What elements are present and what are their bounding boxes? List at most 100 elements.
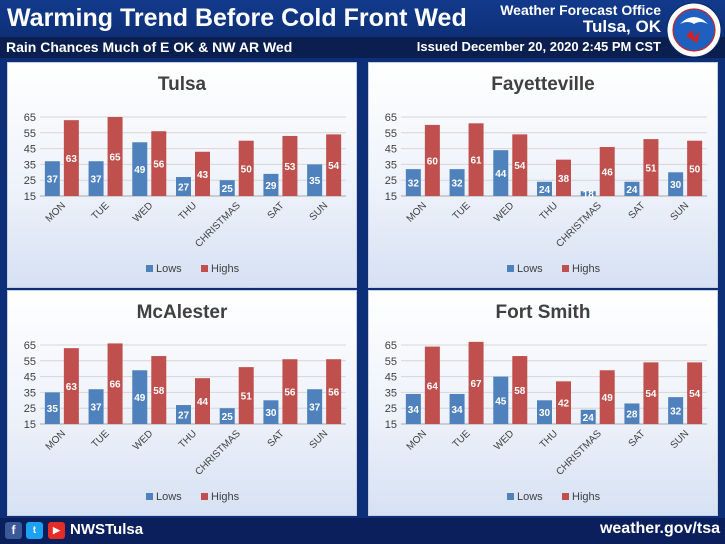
bar-lows	[88, 389, 104, 424]
y-tick-label: 35	[385, 159, 397, 171]
bar-highs	[107, 117, 123, 196]
legend-label: Lows	[517, 263, 543, 275]
data-label: 54	[645, 389, 657, 400]
data-label: 50	[241, 164, 253, 175]
data-label: 30	[670, 180, 682, 191]
chart-title: Tulsa	[158, 74, 207, 95]
office-name: Weather Forecast Office	[500, 2, 661, 18]
y-tick-label: 35	[24, 387, 36, 399]
bar-highs	[643, 139, 659, 196]
data-label: 51	[241, 392, 253, 403]
y-tick-label: 45	[24, 372, 36, 384]
data-label: 54	[328, 161, 340, 172]
y-tick-label: 65	[24, 340, 36, 352]
bar-highs	[195, 151, 210, 196]
youtube-icon[interactable]: ▶	[48, 522, 65, 539]
bar-highs	[599, 370, 615, 424]
chart-fayetteville: Fayetteville 15 25 35 45 55 65 32 32 44 24 18 24 30 60…	[385, 74, 707, 275]
bar-highs	[63, 120, 79, 196]
bar-lows	[405, 169, 421, 196]
y-tick-label: 55	[24, 356, 36, 368]
chart-mcalester: McAlester 15 25 35 45 55 65 35 37 49 27 25 30 37 63 66 5…	[24, 302, 346, 503]
bar-lows	[44, 392, 60, 424]
x-tick-label: SAT	[266, 200, 287, 221]
data-label: 34	[452, 405, 464, 416]
footer-bar	[0, 518, 725, 544]
data-label: 30	[265, 408, 277, 419]
y-tick-label: 25	[24, 175, 36, 187]
office-city: Tulsa, OK	[582, 17, 661, 36]
bar-lows	[624, 403, 640, 424]
x-tick-label: TUE	[451, 200, 473, 222]
x-tick-label: TUE	[451, 428, 473, 450]
bar-highs	[63, 348, 79, 424]
data-label: 27	[178, 183, 190, 194]
bar-lows	[263, 173, 279, 196]
bar-highs	[326, 359, 342, 424]
website-link[interactable]: weather.gov/tsa	[599, 520, 720, 537]
legend-label: Highs	[572, 491, 601, 503]
facebook-icon[interactable]: f	[5, 522, 22, 539]
bar-lows	[668, 172, 684, 196]
data-label: 49	[134, 393, 146, 404]
page-title: Warming Trend Before Cold Front Wed	[7, 4, 467, 32]
x-tick-label: MON	[44, 200, 68, 224]
y-tick-label: 45	[385, 372, 397, 384]
x-tick-label: WED	[131, 428, 155, 452]
y-tick-label: 55	[385, 128, 397, 140]
x-tick-label: CHRISTMAS	[193, 200, 243, 250]
legend-label: Lows	[156, 263, 182, 275]
data-label: 63	[66, 154, 78, 165]
x-tick-label: SUN	[669, 200, 692, 223]
legend-swatch-lows	[507, 493, 514, 500]
y-tick-label: 65	[385, 112, 397, 124]
data-label: 29	[265, 181, 277, 192]
x-tick-label: THU	[177, 200, 199, 222]
bar-lows	[580, 409, 596, 424]
x-tick-label: CHRISTMAS	[554, 428, 604, 478]
x-tick-label: THU	[538, 200, 560, 222]
issued-time: Issued December 20, 2020 2:45 PM CST	[416, 39, 661, 54]
bar-lows	[307, 164, 323, 196]
data-label: 38	[558, 174, 570, 185]
legend-label: Highs	[211, 263, 240, 275]
bar-lows	[449, 393, 465, 424]
y-tick-label: 15	[24, 419, 36, 431]
y-tick-label: 25	[385, 403, 397, 415]
bar-lows	[176, 177, 191, 196]
bar-highs	[512, 356, 528, 424]
data-label: 34	[408, 405, 420, 416]
data-label: 61	[471, 156, 483, 167]
data-label: 45	[495, 396, 507, 407]
data-label: 42	[558, 399, 570, 410]
data-label: 44	[495, 169, 507, 180]
legend-swatch-lows	[507, 265, 514, 272]
bar-lows	[537, 181, 552, 196]
bar-lows	[493, 376, 509, 424]
data-label: 44	[197, 397, 209, 408]
bar-highs	[556, 381, 571, 424]
y-tick-label: 55	[24, 128, 36, 140]
x-tick-label: MON	[44, 428, 68, 452]
bar-highs	[512, 134, 528, 196]
x-tick-label: SUN	[308, 428, 331, 451]
data-label: 28	[626, 410, 638, 421]
x-tick-label: SUN	[669, 428, 692, 451]
data-label: 66	[110, 380, 122, 391]
data-label: 37	[47, 175, 59, 186]
bar-highs	[326, 134, 342, 196]
data-label: 24	[626, 185, 638, 196]
legend-swatch-highs	[201, 265, 208, 272]
data-label: 49	[134, 165, 146, 176]
data-label: 32	[408, 179, 420, 190]
y-tick-label: 25	[24, 403, 36, 415]
bar-highs	[556, 159, 571, 196]
legend-label: Lows	[156, 491, 182, 503]
social-handle[interactable]: NWSTulsa	[70, 521, 144, 538]
nws-logo-icon	[666, 2, 722, 58]
twitter-icon[interactable]: t	[26, 522, 43, 539]
x-tick-label: TUE	[90, 200, 112, 222]
chart-title: Fort Smith	[496, 302, 591, 323]
bar-highs	[151, 356, 167, 424]
x-tick-label: MON	[405, 200, 429, 224]
